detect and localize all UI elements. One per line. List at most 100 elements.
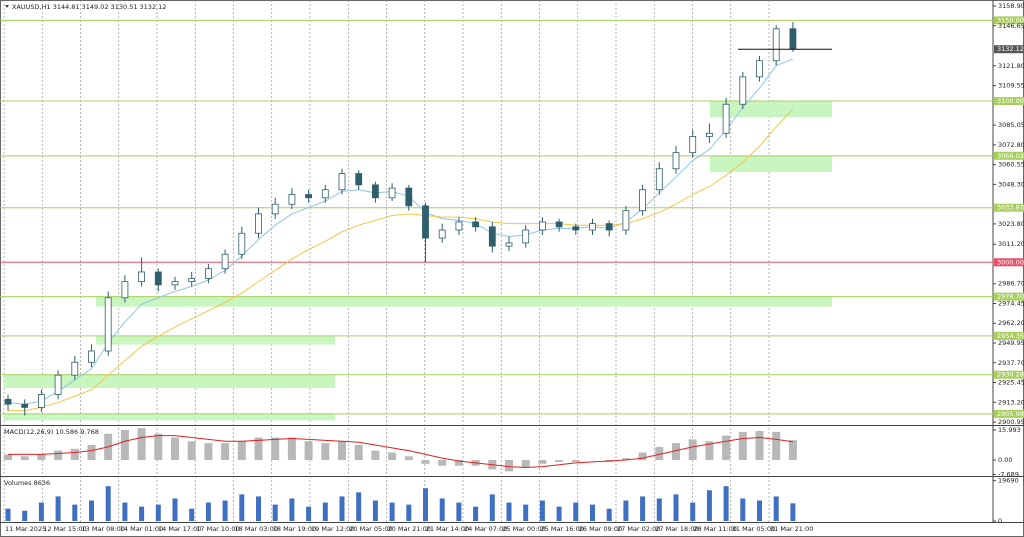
macd-bar bbox=[772, 431, 781, 461]
candle-body bbox=[505, 242, 513, 247]
y-tick-label: 3060.55 bbox=[998, 161, 1024, 169]
volume-bar bbox=[573, 502, 579, 521]
macd-bar bbox=[70, 448, 79, 461]
y-tick-label: 2962.20 bbox=[998, 319, 1024, 327]
volume-bar bbox=[439, 498, 445, 521]
x-tick-label: 31 Mar 05:00 bbox=[732, 525, 775, 533]
volume-bar bbox=[489, 494, 495, 521]
y-tick-label: 2986.70 bbox=[998, 280, 1024, 288]
candle-body bbox=[472, 221, 480, 228]
y-tick-label: 3109.55 bbox=[998, 82, 1024, 90]
macd-bar bbox=[120, 430, 129, 461]
macd-bar bbox=[354, 445, 363, 461]
zone bbox=[710, 101, 832, 118]
candle-body bbox=[605, 223, 613, 231]
candle-body bbox=[21, 403, 29, 408]
x-tick-label: 25 Mar 00:00 bbox=[502, 525, 545, 533]
panel-title: Volumes 8636 bbox=[4, 479, 50, 487]
y-tick-label: 3085.05 bbox=[998, 121, 1024, 129]
macd-bar bbox=[705, 441, 714, 461]
volume-bar bbox=[389, 502, 395, 521]
level-label: 3100.00 bbox=[997, 97, 1024, 105]
candle-body bbox=[789, 28, 797, 50]
macd-bar bbox=[788, 440, 797, 461]
candle-body bbox=[54, 374, 62, 395]
candle-body bbox=[4, 398, 12, 405]
level-tag bbox=[994, 258, 1024, 267]
volume-bar bbox=[356, 492, 362, 521]
volume-bar bbox=[556, 506, 562, 521]
macd-bar bbox=[204, 443, 213, 461]
menu-arrow[interactable] bbox=[5, 5, 9, 8]
macd-bar bbox=[521, 460, 530, 468]
candle-body bbox=[255, 213, 262, 234]
candle-body bbox=[355, 173, 363, 186]
volume-bar bbox=[773, 496, 779, 521]
volume-bar bbox=[272, 504, 278, 521]
volume-bar bbox=[757, 500, 762, 521]
macd-bar bbox=[154, 433, 163, 461]
candle-body bbox=[488, 226, 496, 247]
macd-bar bbox=[672, 443, 680, 461]
volume-bar bbox=[673, 494, 679, 521]
x-tick-label: 11 Mar 2025 bbox=[5, 525, 46, 533]
volume-bar bbox=[22, 510, 28, 521]
macd-bar bbox=[388, 452, 397, 461]
volume-bar bbox=[606, 508, 612, 521]
y-tick-label: 3072.80 bbox=[998, 141, 1024, 149]
volume-bar bbox=[656, 498, 662, 521]
zone bbox=[96, 335, 335, 345]
candle-body bbox=[138, 271, 146, 283]
macd-bar bbox=[287, 437, 296, 461]
volume-bar bbox=[790, 503, 796, 521]
macd-bar bbox=[271, 437, 280, 461]
candle-body bbox=[539, 221, 546, 231]
volume-bar bbox=[706, 490, 712, 521]
y-tick-label: 3023.80 bbox=[998, 220, 1024, 228]
macd-bar bbox=[655, 446, 664, 461]
x-tick-label: 24 Mar 07:00 bbox=[464, 525, 507, 533]
macd-bar bbox=[738, 431, 747, 461]
y-tick-label: 19690 bbox=[998, 477, 1019, 485]
candle-body bbox=[121, 281, 129, 299]
zone bbox=[96, 296, 832, 307]
candle-body bbox=[756, 60, 763, 78]
volume-bar bbox=[740, 498, 746, 521]
volume-bar bbox=[155, 504, 161, 521]
level-tag bbox=[994, 97, 1024, 106]
candle-body bbox=[221, 253, 229, 270]
macd-bar bbox=[722, 435, 731, 461]
x-tick-label: 25 Mar 16:00 bbox=[541, 525, 584, 533]
current-price-tag bbox=[994, 45, 1024, 54]
y-tick-label: 2937.70 bbox=[998, 359, 1024, 367]
volume-bar bbox=[690, 502, 696, 521]
y-tick-label: 3121.80 bbox=[998, 62, 1024, 70]
candle-body bbox=[672, 152, 680, 170]
x-tick-label: 19 Mar 12:00 bbox=[311, 525, 354, 533]
volume-bar bbox=[590, 504, 595, 521]
panel-title: MACD(12,26,9) 10.586 9.768 bbox=[4, 428, 99, 436]
candle-body bbox=[238, 232, 246, 255]
candle-body bbox=[171, 281, 179, 286]
volume-bar bbox=[5, 508, 11, 521]
volume-bar bbox=[172, 498, 178, 521]
candle-body bbox=[522, 229, 530, 244]
volume-bar bbox=[189, 508, 195, 521]
y-tick-label: 3048.30 bbox=[998, 180, 1024, 188]
volume-bar bbox=[423, 488, 428, 521]
macd-bar bbox=[338, 441, 346, 461]
candle-body bbox=[772, 28, 780, 62]
macd-bar bbox=[171, 437, 179, 461]
candle-body bbox=[271, 203, 279, 215]
moving-average bbox=[7, 58, 794, 405]
level-label: 3033.83 bbox=[997, 204, 1024, 212]
y-tick-label: 15.993 bbox=[998, 426, 1021, 434]
candle-body bbox=[455, 221, 463, 231]
candle-body bbox=[422, 205, 429, 239]
candle-body bbox=[639, 189, 646, 212]
x-tick-label: 20 Mar 05:00 bbox=[349, 525, 392, 533]
candle-body bbox=[154, 271, 162, 286]
level-label: 3000.00 bbox=[997, 258, 1024, 266]
x-tick-label: 18 Mar 03:00 bbox=[235, 525, 278, 533]
